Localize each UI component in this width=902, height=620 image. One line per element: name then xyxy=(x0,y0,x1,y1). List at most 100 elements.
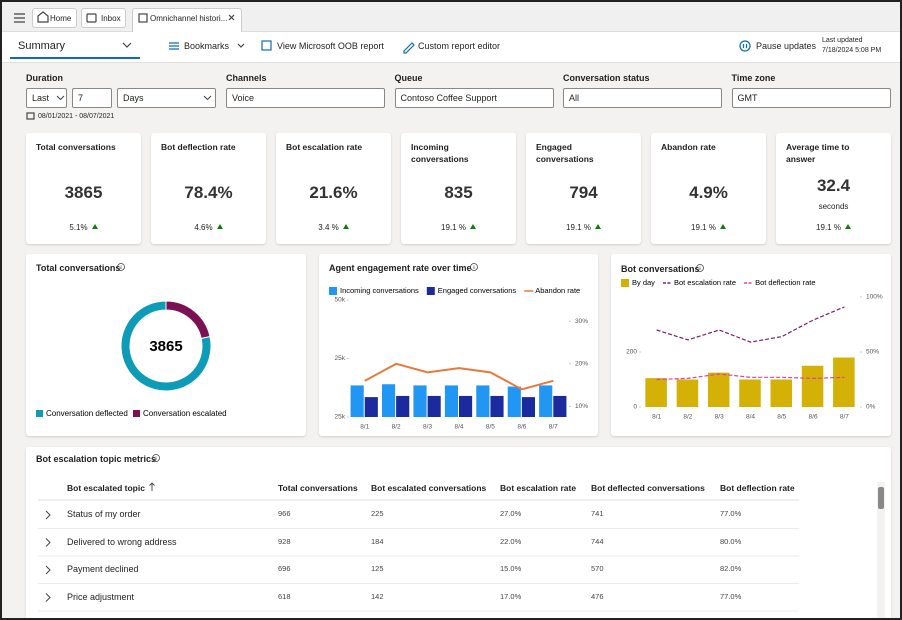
kpi-title: Bot deflection rate xyxy=(161,142,236,152)
scroll-thumb[interactable] xyxy=(878,487,884,509)
kpi-change: 5.1% xyxy=(69,223,88,232)
cell: 15.0% xyxy=(500,564,522,573)
kpi-value: 835 xyxy=(444,183,473,202)
tab-active[interactable]: Omnichannel histori... xyxy=(132,8,242,32)
filter-label: Duration xyxy=(26,73,63,83)
cell: 966 xyxy=(278,509,291,518)
kpi-card xyxy=(401,133,516,244)
kpi-change: 19.1 % xyxy=(441,223,466,232)
kpi-value: 78.4% xyxy=(184,183,233,202)
column-header[interactable]: Bot escalation rate xyxy=(500,483,577,493)
cell: 125 xyxy=(371,564,384,573)
date-range: 08/01/2021 - 08/07/2021 xyxy=(38,113,115,120)
chart-title: Bot conversations xyxy=(621,264,700,274)
kpi-title: Abandon rate xyxy=(661,142,716,152)
last-updated-label: Last updated xyxy=(822,37,863,44)
cell: 77.0% xyxy=(720,509,742,518)
kpi-change: 4.6% xyxy=(194,223,213,232)
kpi-change-row: 5.1% xyxy=(26,223,141,232)
cell: 928 xyxy=(278,536,291,546)
kpi-change: 19.1 % xyxy=(816,223,841,232)
kpi-card xyxy=(526,133,641,244)
dropdown[interactable]: Voice xyxy=(226,88,385,108)
view-selector[interactable]: Summary xyxy=(18,40,66,52)
dropdown[interactable]: Contoso Coffee Support xyxy=(394,88,554,108)
pause-button[interactable]: Pause updates xyxy=(756,41,817,51)
kpi-title: Bot escalation rate xyxy=(286,142,363,152)
input[interactable]: 7 xyxy=(72,88,112,108)
kpi-change: 19.1 % xyxy=(691,223,716,232)
oob-report-button[interactable]: View Microsoft OOB report xyxy=(277,41,384,51)
cell: 77.0% xyxy=(720,591,742,601)
kpi-card xyxy=(151,133,266,244)
kpi-value: 21.6% xyxy=(309,183,358,202)
kpi-change: 3.4 % xyxy=(318,223,339,232)
kpi-title: Total conversations xyxy=(36,142,116,152)
column-header[interactable]: Bot escalated conversations xyxy=(371,483,487,493)
cell: 27.0% xyxy=(500,509,522,518)
kpi-change-row: 19.1 % xyxy=(401,223,516,232)
trend-up xyxy=(844,224,851,229)
card xyxy=(611,254,891,436)
cell: 225 xyxy=(371,509,384,518)
kpi-change: 19.1 % xyxy=(566,223,591,232)
bookmarks-button[interactable]: Bookmarks xyxy=(184,41,230,51)
report-editor-button[interactable]: Custom report editor xyxy=(418,41,501,51)
column-header[interactable]: Bot deflection rate xyxy=(720,483,795,493)
kpi-value: 4.9% xyxy=(689,183,728,202)
cell: 142 xyxy=(371,591,384,601)
chart-title: Total conversations xyxy=(36,263,121,273)
cell: 184 xyxy=(371,536,384,546)
trend-up xyxy=(719,224,726,229)
trend-up xyxy=(594,224,601,229)
cell: 82.0% xyxy=(720,564,742,573)
card xyxy=(319,254,598,436)
column-header[interactable]: Total conversations xyxy=(278,483,358,493)
table-title: Bot escalation topic metrics xyxy=(36,454,157,464)
filter-label: Channels xyxy=(226,73,267,83)
cell: 80.0% xyxy=(720,536,742,546)
trend-up xyxy=(216,224,223,229)
kpi-change-row: 3.4 % xyxy=(276,223,391,232)
row-label: Price adjustment xyxy=(67,591,135,602)
card xyxy=(26,254,306,436)
filter-label: Conversation status xyxy=(563,73,650,83)
kpi-title: Incoming conversations xyxy=(411,142,469,164)
kpi-card xyxy=(776,133,891,244)
cell: 17.0% xyxy=(500,591,522,601)
kpi-change-row: 4.6% xyxy=(151,223,266,232)
row-label: Payment declined xyxy=(67,564,139,574)
cell: 741 xyxy=(591,509,604,518)
kpi-unit: seconds xyxy=(818,202,849,211)
kpi-card xyxy=(651,133,766,244)
kpi-change-row: 19.1 % xyxy=(776,223,891,232)
row-label: Delivered to wrong address xyxy=(67,536,177,547)
filter-label: Time zone xyxy=(731,73,776,83)
cell: 744 xyxy=(591,536,604,546)
dropdown[interactable]: GMT xyxy=(731,88,891,108)
cell: 618 xyxy=(278,591,291,601)
tab[interactable]: Home xyxy=(32,8,77,28)
card xyxy=(26,447,891,618)
kpi-title: Average time to answer xyxy=(786,142,850,164)
cell: 570 xyxy=(591,564,604,573)
kpi-card xyxy=(276,133,391,244)
kpi-value: 3865 xyxy=(64,183,103,202)
dropdown[interactable]: All xyxy=(563,88,722,108)
row-label: Status of my order xyxy=(67,509,141,519)
tab[interactable]: Inbox xyxy=(81,8,126,28)
kpi-title: Engaged conversations xyxy=(536,142,594,164)
trend-up xyxy=(342,224,349,229)
column-header[interactable]: Bot escalated topic xyxy=(67,483,145,493)
cell: 696 xyxy=(278,564,291,573)
dropdown[interactable]: Last xyxy=(26,88,67,108)
chart-title: Agent engagement rate over time xyxy=(329,263,472,273)
kpi-change-row: 19.1 % xyxy=(651,223,766,232)
dropdown[interactable]: Days xyxy=(117,88,216,108)
kpi-value: 32.4 xyxy=(816,176,851,195)
column-header[interactable]: Bot deflected conversations xyxy=(591,483,705,493)
scrollbar[interactable] xyxy=(877,482,885,618)
cell: 22.0% xyxy=(500,536,522,546)
last-updated: 7/18/2024 5:08 PM xyxy=(822,47,882,54)
